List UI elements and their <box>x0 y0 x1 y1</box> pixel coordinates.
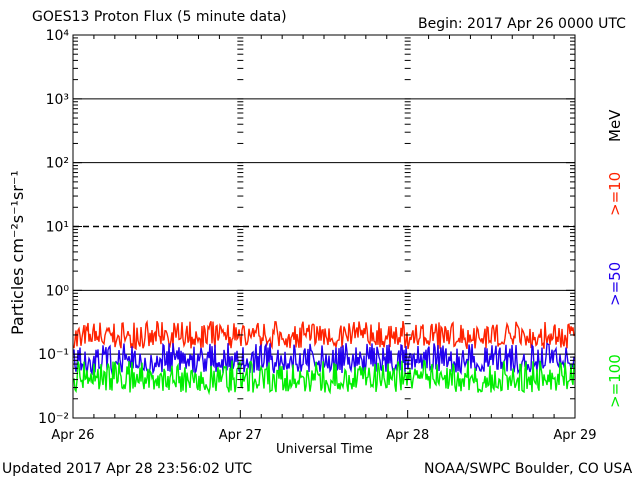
legend-10mev: >=10 <box>606 171 624 216</box>
series-line <box>73 319 575 351</box>
chart-title: GOES13 Proton Flux (5 minute data) <box>32 9 287 25</box>
y-tick-label: 10⁻¹ <box>38 347 69 363</box>
y-tick-label: 10¹ <box>46 220 69 236</box>
x-tick-label: Apr 27 <box>219 428 262 443</box>
updated-timestamp: Updated 2017 Apr 28 23:56:02 UTC <box>2 461 253 477</box>
y-tick-label: 10² <box>46 156 69 172</box>
y-tick-label: 10⁴ <box>46 28 70 44</box>
x-axis-label: Universal Time <box>276 442 373 457</box>
begin-date: Begin: 2017 Apr 26 0000 UTC <box>418 16 626 32</box>
y-tick-label: 10³ <box>46 92 69 108</box>
series-line <box>73 359 575 396</box>
legend-50mev: >=50 <box>606 261 624 306</box>
y-axis-label: Particles cm⁻²s⁻¹sr⁻¹ <box>8 170 27 335</box>
y-tick-label: 10⁻² <box>38 411 69 427</box>
x-tick-label: Apr 29 <box>553 428 596 443</box>
legend-100mev: >=100 <box>606 354 624 408</box>
y-tick-label: 10⁰ <box>46 283 70 299</box>
legend-unit: MeV <box>606 109 624 142</box>
source-credit: NOAA/SWPC Boulder, CO USA <box>424 461 633 477</box>
x-tick-label: Apr 28 <box>386 428 429 443</box>
x-tick-label: Apr 26 <box>51 428 94 443</box>
